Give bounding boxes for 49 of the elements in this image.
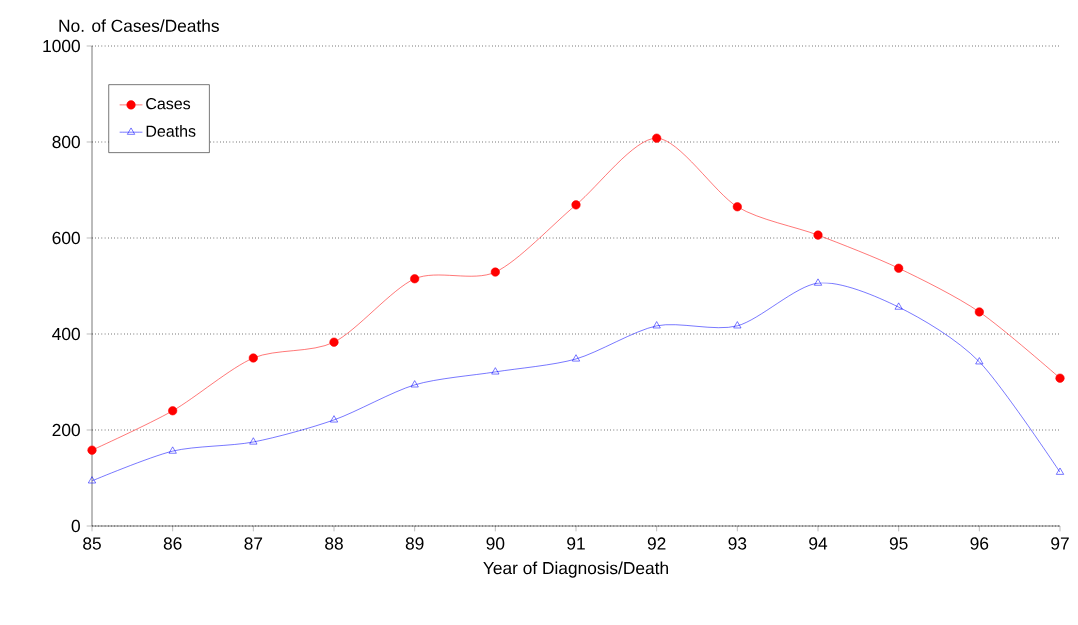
point [410,274,420,284]
y-tick-label: 200 [52,423,80,437]
x-tick-label: 89 [405,537,424,550]
point [732,202,742,212]
x-tick-label: 95 [889,537,908,550]
point [410,380,419,388]
point [652,321,661,329]
y-tick-label: 400 [52,327,80,341]
x-tick-label: 96 [970,537,989,550]
x-tick-label: 90 [486,537,505,550]
x-tick-label: 92 [647,537,666,550]
point [491,367,500,375]
x-tick-label: 88 [325,537,343,550]
point [814,278,822,286]
point [168,446,177,454]
point [88,476,96,484]
x-tick-label: 85 [83,537,101,550]
point [571,200,581,210]
point [974,307,984,317]
point [330,415,338,423]
point [329,337,339,347]
point [652,133,662,143]
point [975,357,984,365]
point [249,437,258,445]
point [1056,467,1064,475]
x-tick-label: 91 [567,537,585,550]
point [813,230,823,240]
x-tick-label: 86 [163,537,182,550]
point [894,302,903,310]
y-tick-label: 600 [52,231,80,245]
point [490,267,500,277]
y-tick-label: 0 [71,519,80,533]
point [894,263,904,273]
point [168,406,178,416]
legend-label: Cases [146,98,191,110]
x-axis-title: Year of Diagnosis/Death [483,561,668,578]
legend-label: Deaths [146,125,196,137]
y-tick-label: 800 [52,135,80,149]
point [572,354,580,362]
point [248,353,258,363]
x-tick-label: 94 [809,537,828,550]
x-tick-label: 97 [1051,537,1069,550]
x-tick-label: 93 [728,537,747,550]
point [733,321,742,329]
point [1055,373,1065,383]
x-tick-label: 87 [244,537,263,550]
y-tick-label: 1000 [43,39,80,53]
point [87,445,97,455]
y-axis-title: No. of Cases/Deaths [59,19,219,32]
